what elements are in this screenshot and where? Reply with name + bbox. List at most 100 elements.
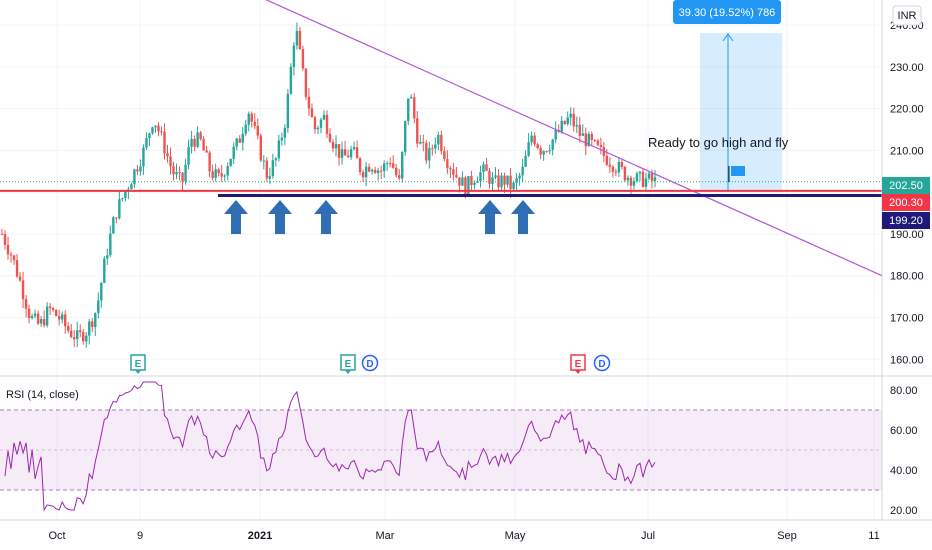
currency-badge: INR (892, 5, 922, 26)
candle-body (262, 160, 266, 162)
candle-body (121, 198, 124, 200)
flag-icon[interactable] (728, 166, 745, 182)
price-tick-label: 170.00 (890, 313, 924, 325)
candle-body (241, 133, 244, 143)
candle (85, 331, 88, 348)
candle (286, 89, 290, 133)
price-tick-label: 160.00 (890, 354, 924, 366)
candle (121, 197, 124, 202)
support-arrows (224, 200, 535, 234)
candle-body (533, 135, 536, 145)
candle-body (563, 120, 566, 125)
candle (349, 145, 353, 160)
candle (30, 313, 34, 320)
measure-box[interactable] (700, 33, 782, 190)
candle (208, 150, 211, 178)
candle-body (250, 113, 253, 122)
candle (352, 141, 356, 151)
candle-body (51, 308, 55, 310)
candle (401, 151, 404, 183)
candle-body (488, 170, 491, 184)
candle-body (515, 178, 518, 183)
candle-body (425, 142, 428, 161)
candle (437, 131, 440, 151)
candle (178, 166, 181, 181)
candle (361, 169, 365, 182)
candle (163, 123, 166, 160)
chart-annotation[interactable]: Ready to go high and fly (648, 135, 789, 150)
candle-body (109, 233, 112, 256)
candle (238, 135, 241, 143)
candle (316, 125, 320, 135)
candle (172, 161, 175, 181)
candle-body (136, 169, 139, 172)
candle (97, 292, 100, 319)
candle (100, 281, 103, 308)
candle-body (196, 132, 199, 147)
candle-body (85, 335, 88, 342)
candle (404, 120, 407, 156)
candle (391, 155, 395, 169)
candle (569, 107, 572, 126)
candle (124, 191, 127, 202)
candle-body (509, 175, 512, 189)
candle-body (575, 125, 578, 127)
candle (115, 217, 118, 224)
candle-body (524, 155, 527, 167)
rsi-tick-label: 20.00 (890, 505, 918, 517)
candle (76, 321, 79, 348)
candle-body (545, 151, 548, 153)
candle-body (238, 138, 241, 143)
candle-body (139, 166, 142, 172)
candle-body (202, 139, 205, 151)
candle (15, 253, 19, 278)
candle (572, 107, 575, 132)
candle (494, 167, 497, 180)
candle (169, 147, 172, 175)
candle-body (30, 316, 34, 319)
candle-body (467, 176, 470, 196)
candle-body (289, 66, 293, 94)
candle (575, 116, 578, 133)
candle-body (395, 167, 398, 176)
candle (370, 168, 374, 175)
candle (395, 163, 398, 178)
candle (385, 160, 389, 171)
candle-body (355, 147, 359, 159)
time-axis[interactable]: Oct 9 2021 Mar May Jul Sep 11 (48, 530, 879, 542)
candle-body (503, 175, 506, 185)
candle-body (184, 164, 187, 182)
candle (440, 130, 443, 155)
candle (277, 134, 281, 162)
candle-body (328, 133, 332, 142)
price-tick-label: 210.00 (890, 145, 924, 157)
descending-trendline[interactable] (248, 0, 883, 277)
candle (91, 318, 94, 333)
candle-body (407, 98, 410, 122)
time-tick-label: May (505, 530, 526, 542)
earnings-marker-pointer (135, 370, 141, 374)
candle (112, 215, 115, 234)
candle-body (3, 234, 7, 245)
candle-body (334, 144, 338, 149)
rsi-axis[interactable]: 80.00 60.00 40.00 20.00 (890, 385, 918, 517)
candle-body (63, 314, 67, 327)
candle-body (286, 93, 290, 128)
candle-body (112, 217, 115, 234)
candle-body (551, 139, 554, 150)
candle-body (623, 166, 627, 181)
candle (611, 164, 615, 178)
candle-body (620, 161, 624, 167)
last-price-label: 202.50 (889, 180, 923, 192)
measure-arrow-head (722, 33, 734, 42)
candle-body (404, 121, 407, 153)
rsi-tick-label: 40.00 (890, 465, 918, 477)
earnings-marker-pointer (575, 370, 581, 374)
up-arrow-icon (511, 200, 535, 234)
candle-body (106, 255, 109, 259)
candle (136, 165, 139, 176)
candle (160, 126, 163, 136)
candle (632, 177, 636, 192)
candle-body (91, 321, 94, 328)
